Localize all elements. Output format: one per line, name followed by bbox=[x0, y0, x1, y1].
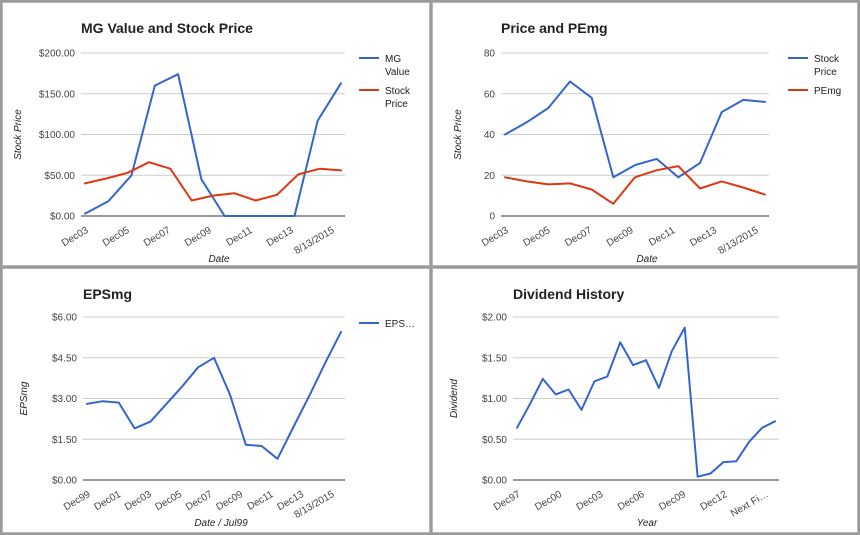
chart-svg-mg-value-and-stock-price: MG Value and Stock Price $0.00 $50.00 $100.… bbox=[13, 20, 411, 265]
x-axis-label: Date bbox=[208, 254, 230, 265]
x-tick-label: 8/13/2015 bbox=[292, 225, 336, 257]
chart-title: Price and PEmg bbox=[501, 20, 608, 36]
y-tick-label: 0 bbox=[489, 212, 495, 223]
chart-panel-price-pemg: Price and PEmg 0 20 40 60 80 Dec03 Dec05 Dec07 De… bbox=[432, 2, 858, 266]
x-axis-label: Date / Jul99 bbox=[194, 518, 248, 529]
legend-label-pemg: PEmg bbox=[814, 86, 841, 97]
x-tick-label: Dec07 bbox=[563, 225, 594, 249]
x-tick-label: Dec09 bbox=[605, 225, 636, 249]
y-tick-label: $3.00 bbox=[52, 394, 77, 405]
series-line-stock-price bbox=[84, 161, 342, 202]
x-tick-label: Dec03 bbox=[60, 225, 91, 249]
x-tick-label: Dec13 bbox=[688, 225, 719, 249]
y-tick-label: $1.00 bbox=[482, 394, 507, 405]
x-tick-label: Dec13 bbox=[265, 225, 296, 249]
y-tick-label: $0.00 bbox=[50, 212, 75, 223]
chart-title: EPSmg bbox=[83, 286, 132, 302]
x-tick-label: 8/13/2015 bbox=[716, 225, 760, 257]
y-tick-label: $4.50 bbox=[52, 353, 77, 364]
x-tick-label: Dec00 bbox=[533, 489, 564, 513]
chart-panel-epsmg: EPSmg $0.00 $1.50 $3.00 $4.50 $6.00 Dec99 Dec01… bbox=[2, 268, 430, 533]
y-tick-label: 60 bbox=[484, 89, 496, 100]
y-tick-label: $1.50 bbox=[52, 435, 77, 446]
chart-title: MG Value and Stock Price bbox=[81, 20, 253, 36]
x-tick-label: Dec97 bbox=[492, 489, 523, 513]
x-axis-label: Date bbox=[636, 254, 658, 265]
x-axis-label: Year bbox=[637, 518, 658, 529]
x-tick-label: Dec05 bbox=[522, 225, 553, 249]
legend-label-eps: EPS… bbox=[385, 319, 415, 330]
legend-label-mg-value: Value bbox=[385, 67, 410, 78]
series-line-pemg bbox=[504, 165, 766, 205]
y-axis-label: Stock Price bbox=[453, 109, 464, 160]
chart-panel-mg-value: MG Value and Stock Price $0.00 $50.00 $100.… bbox=[2, 2, 430, 266]
x-tick-label: Next Fi… bbox=[729, 489, 771, 519]
y-tick-label: 80 bbox=[484, 49, 496, 60]
chart-panel-dividend-history: Dividend History $0.00 $0.50 $1.00 $1.50 $2.0… bbox=[432, 268, 858, 533]
series-line-dividend bbox=[516, 326, 776, 478]
chart-svg-dividend-history: Dividend History $0.00 $0.50 $1.00 $1.50 $2.0… bbox=[449, 286, 779, 529]
x-tick-label: Dec11 bbox=[647, 225, 677, 249]
x-tick-label: Dec09 bbox=[183, 225, 214, 249]
x-tick-label: Dec12 bbox=[699, 489, 730, 513]
y-tick-label: $2.00 bbox=[482, 313, 507, 324]
y-tick-label: 20 bbox=[484, 171, 496, 182]
chart-svg-price-and-pemg: Price and PEmg 0 20 40 60 80 Dec03 Dec05 Dec07 De… bbox=[453, 20, 841, 265]
y-tick-label: $150.00 bbox=[39, 89, 76, 100]
y-axis-label: Stock Price bbox=[13, 109, 24, 160]
y-tick-label: $0.00 bbox=[52, 476, 77, 487]
y-tick-label: $0.50 bbox=[482, 435, 507, 446]
x-tick-label: Dec09 bbox=[657, 489, 688, 513]
x-tick-label: Dec09 bbox=[214, 489, 245, 513]
y-tick-label: $50.00 bbox=[44, 171, 75, 182]
y-axis-label: Dividend bbox=[449, 379, 460, 418]
x-tick-label: Dec01 bbox=[92, 489, 123, 513]
legend-label-stock-price: Price bbox=[385, 99, 408, 110]
x-tick-label: Dec06 bbox=[616, 489, 647, 513]
series-line-mg-value bbox=[84, 73, 342, 217]
y-tick-label: $200.00 bbox=[39, 49, 76, 60]
legend-label-stock-price: Stock bbox=[385, 86, 411, 97]
x-tick-label: Dec07 bbox=[142, 225, 173, 249]
legend-label-mg-value: MG bbox=[385, 54, 401, 65]
y-tick-label: $1.50 bbox=[482, 353, 507, 364]
x-tick-label: Dec03 bbox=[480, 225, 511, 249]
y-axis-label: EPSmg bbox=[19, 381, 30, 415]
chart-title: Dividend History bbox=[513, 286, 624, 302]
x-tick-label: Dec11 bbox=[225, 225, 255, 249]
y-tick-label: $6.00 bbox=[52, 313, 77, 324]
legend-label-stock-price: Stock bbox=[814, 54, 840, 65]
x-tick-label: Dec11 bbox=[246, 489, 276, 513]
legend-label-stock-price: Price bbox=[814, 67, 837, 78]
x-tick-label: Dec05 bbox=[153, 489, 184, 513]
x-tick-label: Dec07 bbox=[184, 489, 215, 513]
y-tick-label: $0.00 bbox=[482, 476, 507, 487]
x-tick-label: Dec99 bbox=[62, 489, 93, 513]
x-tick-label: Dec05 bbox=[101, 225, 132, 249]
y-tick-label: 40 bbox=[484, 130, 496, 141]
x-tick-label: Dec03 bbox=[575, 489, 606, 513]
chart-svg-epsmg: EPSmg $0.00 $1.50 $3.00 $4.50 $6.00 Dec99 Dec01… bbox=[19, 286, 415, 529]
y-tick-label: $100.00 bbox=[39, 130, 76, 141]
series-line-eps bbox=[86, 330, 342, 460]
series-line-stock-price bbox=[504, 80, 766, 179]
x-tick-label: Dec03 bbox=[123, 489, 154, 513]
